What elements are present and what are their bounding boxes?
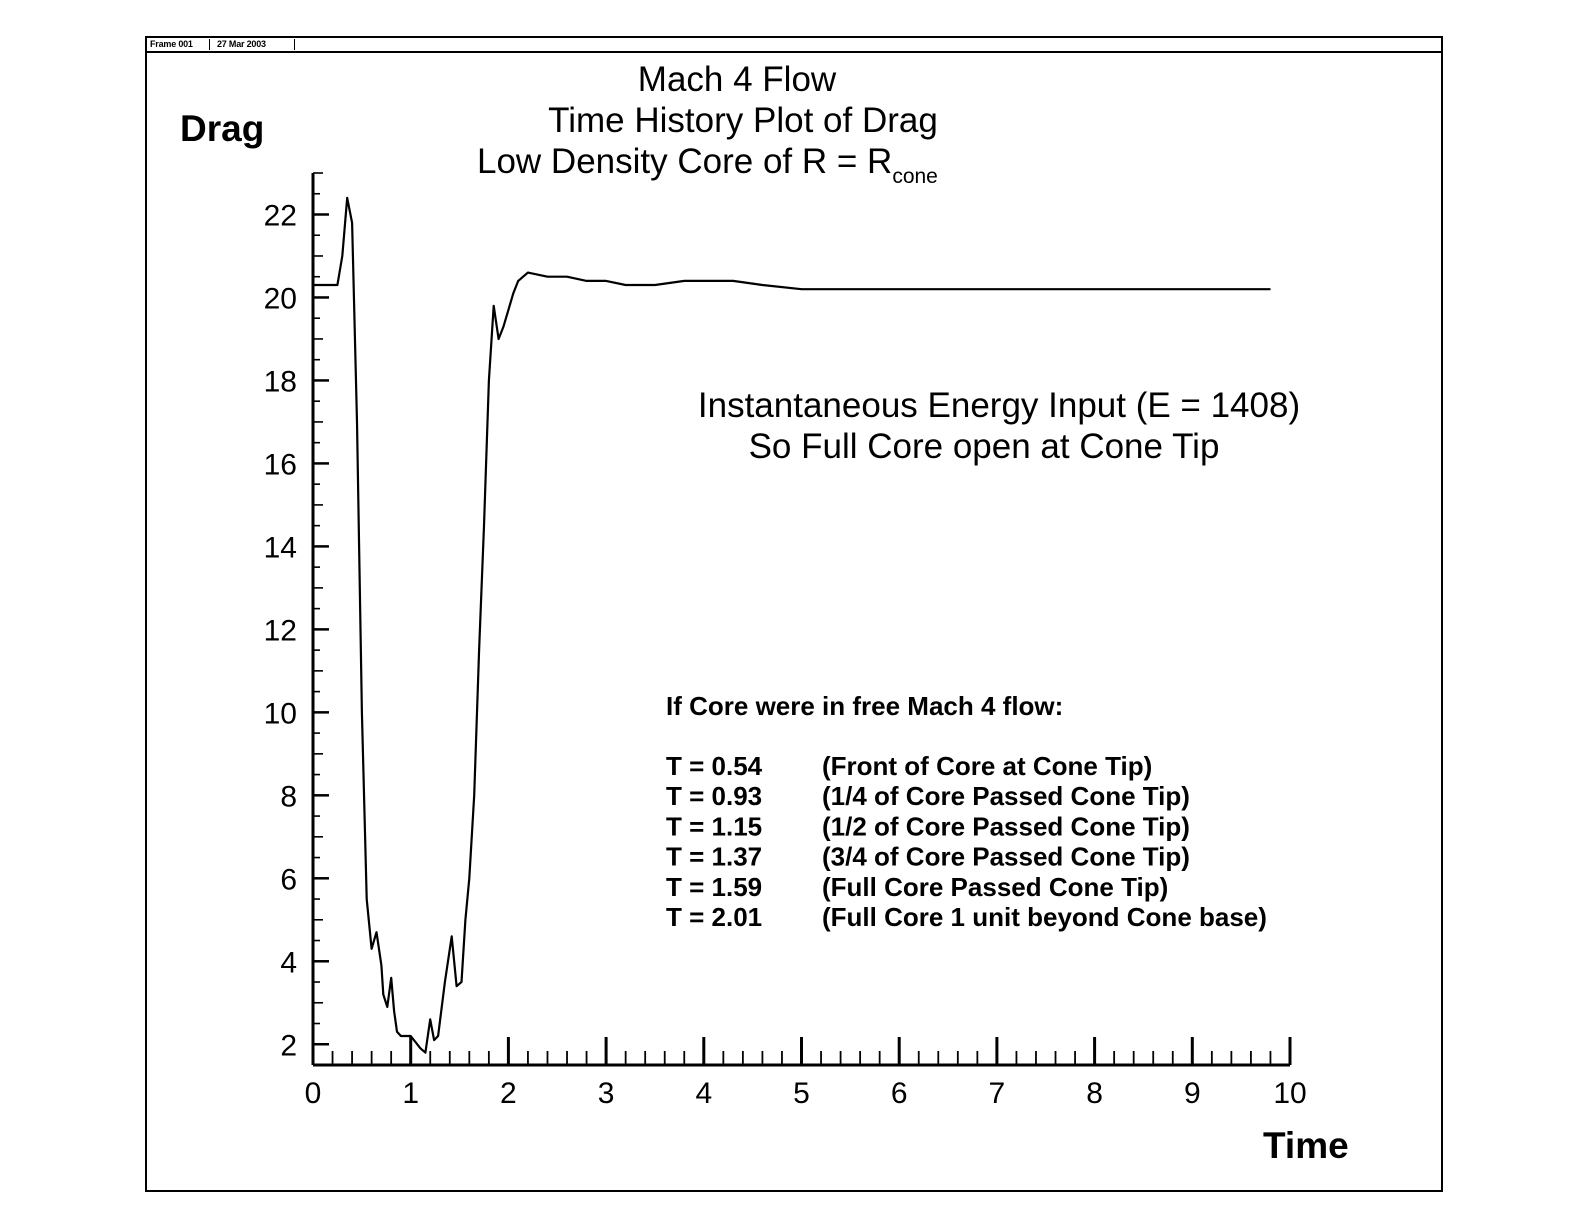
x-tick-label: 1 bbox=[402, 1077, 419, 1110]
y-tick-label: 22 bbox=[264, 199, 297, 232]
header-separator bbox=[209, 39, 210, 50]
note-time: T = 1.37 bbox=[666, 842, 762, 872]
chart-title-line-2: Time History Plot of Drag bbox=[548, 101, 938, 140]
annotation-line-1: Instantaneous Energy Input (E = 1408) bbox=[698, 386, 1300, 425]
note-time: T = 0.93 bbox=[666, 781, 762, 811]
note-description: (Front of Core at Cone Tip) bbox=[822, 751, 1152, 781]
x-tick-label: 2 bbox=[500, 1077, 517, 1110]
note-time: T = 1.15 bbox=[666, 811, 762, 841]
x-ticks: 0 1 2 3 4 5 6 7 8 9 10 bbox=[305, 1037, 1307, 1110]
y-tick-label: 2 bbox=[280, 1029, 297, 1062]
note-description: (1/2 of Core Passed Cone Tip) bbox=[822, 811, 1190, 841]
x-axis-label: Time bbox=[1263, 1125, 1349, 1166]
note-time: T = 2.01 bbox=[666, 902, 762, 932]
x-tick-label: 10 bbox=[1273, 1077, 1306, 1110]
frame-label: Frame 001 bbox=[150, 39, 193, 49]
y-tick-label: 8 bbox=[280, 780, 297, 813]
note-description: (3/4 of Core Passed Cone Tip) bbox=[822, 842, 1190, 872]
x-tick-label: 9 bbox=[1184, 1077, 1201, 1110]
y-tick-label: 6 bbox=[280, 863, 297, 896]
x-tick-label: 0 bbox=[305, 1077, 322, 1110]
drag-series-line bbox=[313, 196, 1271, 1054]
x-tick-label: 7 bbox=[989, 1077, 1006, 1110]
note-time: T = 0.54 bbox=[666, 751, 763, 781]
note-description: (Full Core Passed Cone Tip) bbox=[822, 872, 1168, 902]
chart-title-line-1: Mach 4 Flow bbox=[638, 60, 837, 99]
chart-title-line-3-main: Low Density Core of R = R bbox=[477, 142, 892, 181]
chart-title-subscript: cone bbox=[892, 165, 938, 188]
y-tick-label: 18 bbox=[264, 365, 297, 398]
y-tick-label: 14 bbox=[264, 531, 297, 564]
frame-date: 27 Mar 2003 bbox=[217, 39, 266, 49]
note-heading: If Core were in free Mach 4 flow: bbox=[666, 691, 1063, 721]
y-tick-label: 10 bbox=[264, 697, 297, 730]
y-tick-label: 4 bbox=[280, 946, 297, 979]
chart-title-line-3: Low Density Core of R = Rcone bbox=[477, 142, 938, 188]
notes-list: T = 0.54 (Front of Core at Cone Tip) T = 0… bbox=[666, 751, 1267, 932]
annotation-line-2: So Full Core open at Cone Tip bbox=[749, 427, 1220, 466]
x-tick-label: 6 bbox=[891, 1077, 908, 1110]
y-tick-label: 16 bbox=[264, 448, 297, 481]
note-time: T = 1.59 bbox=[666, 872, 762, 902]
y-tick-label: 20 bbox=[264, 282, 297, 315]
y-ticks: 2 4 6 8 10 12 14 16 18 20 22 bbox=[264, 172, 329, 1062]
x-tick-label: 3 bbox=[598, 1077, 615, 1110]
header-separator bbox=[294, 39, 295, 50]
x-tick-label: 8 bbox=[1086, 1077, 1103, 1110]
x-tick-label: 4 bbox=[695, 1077, 712, 1110]
note-description: (1/4 of Core Passed Cone Tip) bbox=[822, 781, 1190, 811]
note-description: (Full Core 1 unit beyond Cone base) bbox=[822, 902, 1267, 932]
y-tick-label: 12 bbox=[264, 614, 297, 647]
x-tick-label: 5 bbox=[793, 1077, 810, 1110]
frame-header: Frame 001 27 Mar 2003 bbox=[147, 38, 1441, 53]
y-axis-label: Drag bbox=[180, 108, 264, 149]
plot-frame: Frame 001 27 Mar 2003 bbox=[145, 36, 1443, 1192]
